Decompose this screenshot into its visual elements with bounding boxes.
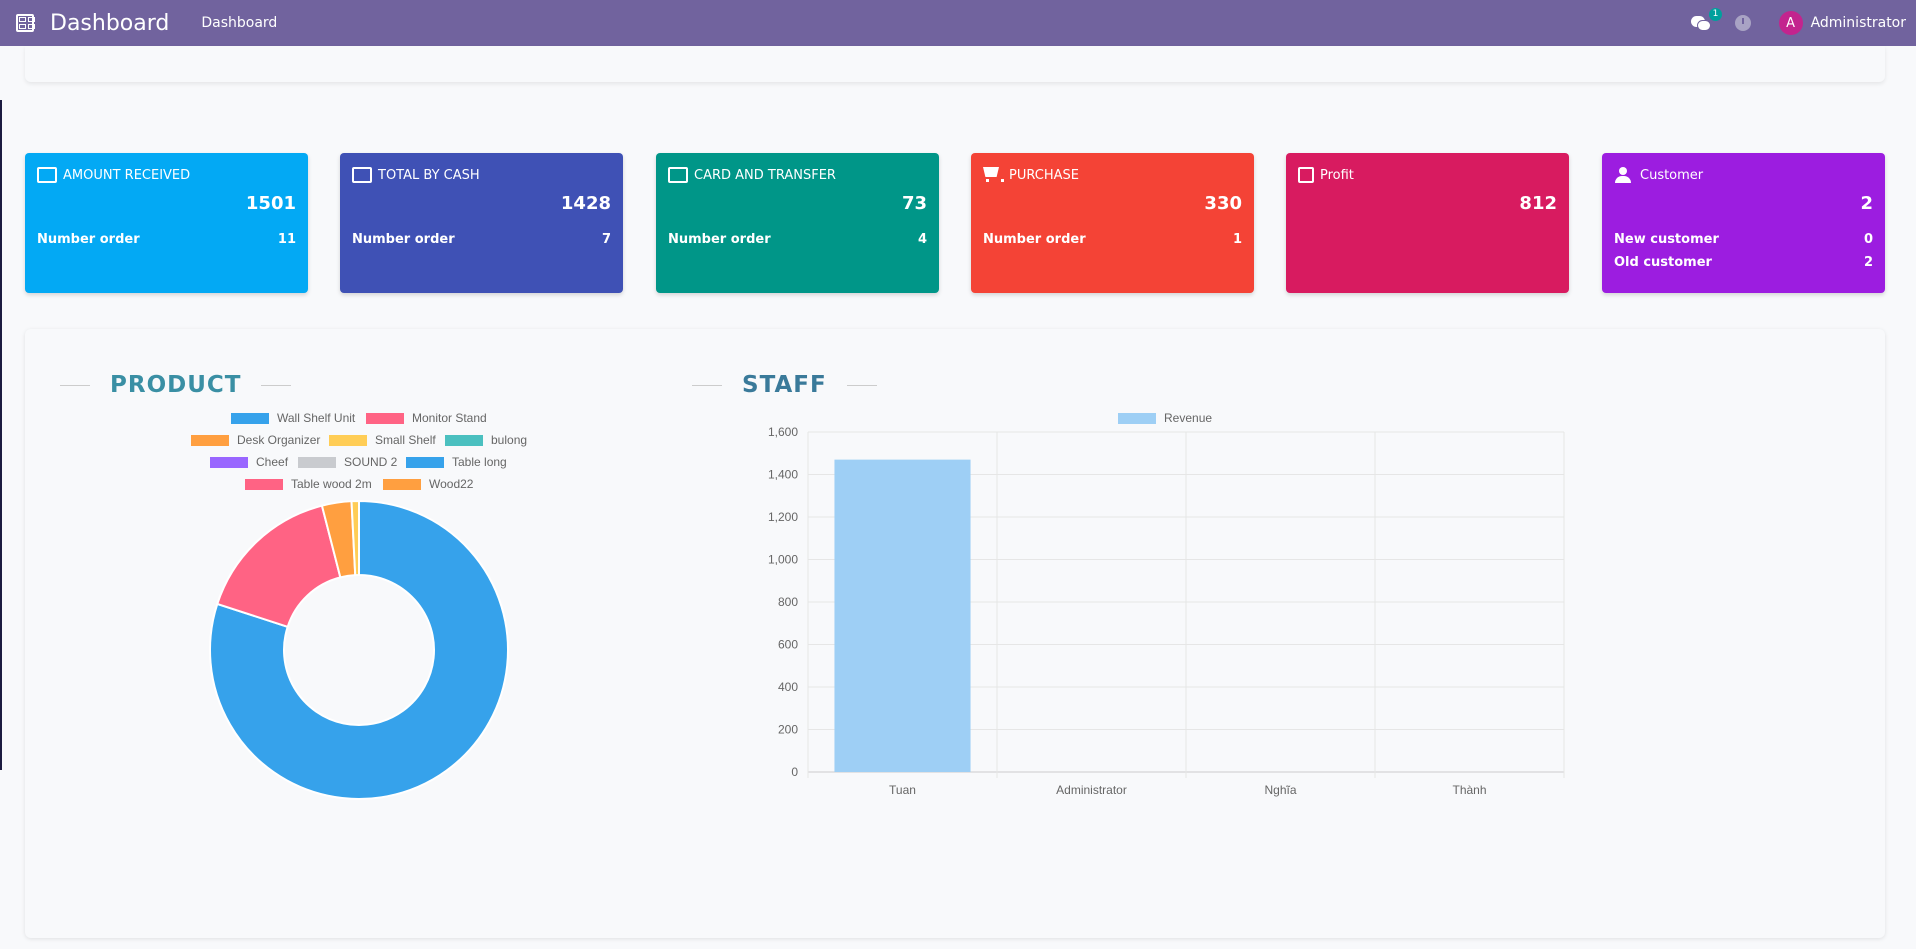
product-doughnut-chart [209,499,509,800]
row-label: Old customer [1614,255,1712,270]
card-value: 330 [1204,193,1242,214]
card-row: Number order 4 [668,232,927,247]
card-value: 1501 [245,193,296,214]
doughnut-slice[interactable] [209,499,509,800]
card-row: Old customer 2 [1614,255,1873,270]
y-tick-label: 800 [778,595,798,609]
y-tick-label: 1,600 [768,425,798,439]
row-value: 11 [277,232,296,247]
y-tick-label: 1,200 [768,510,798,524]
bar[interactable] [834,459,971,772]
row-label: Number order [37,232,140,247]
card-value: 1428 [560,193,611,214]
y-tick-label: 1,400 [768,468,798,482]
row-value: 7 [601,232,611,247]
legend-item[interactable]: Table long [406,455,507,469]
row-label: Number order [983,232,1086,247]
card-card-and-transfer: CARD AND TRANSFER 73 Number order 4 [656,153,939,293]
chat-badge: 1 [1708,8,1723,21]
card-title: AMOUNT RECEIVED [63,167,191,183]
y-tick-label: 600 [778,638,798,652]
doughnut-slice[interactable] [350,499,360,577]
row-label: New customer [1614,232,1719,247]
card-profit: Profit 812 [1286,153,1569,293]
credit-card-icon [668,167,688,183]
top-navbar: Dashboard Dashboard 1 A Administrator [0,0,1916,46]
money-icon [37,167,57,183]
card-amount-received: AMOUNT RECEIVED 1501 Number order 11 [25,153,308,293]
apps-menu-icon[interactable] [16,14,35,32]
card-value: 2 [1860,193,1873,214]
legend-item[interactable]: Wood22 [383,477,473,491]
row-value: 0 [1863,232,1873,247]
card-value: 73 [901,193,927,214]
x-tick-label: Nghĩa [1264,783,1296,797]
top-panel [25,46,1885,82]
avatar[interactable]: A [1778,11,1803,35]
card-row: Number order 7 [352,232,611,247]
y-tick-label: 200 [778,723,798,737]
menu-dashboard[interactable]: Dashboard [201,15,278,31]
cash-icon [352,167,372,183]
legend-item[interactable]: Cheef [210,455,288,469]
navbar-right: 1 A Administrator [1690,0,1906,46]
app-title: Dashboard [50,10,170,36]
x-tick-label: Thành [1452,783,1486,797]
doughnut-slice[interactable] [216,504,342,629]
staff-section-title: STAFF [692,372,877,398]
card-title: Profit [1320,167,1354,183]
card-purchase: PURCHASE 330 Number order 1 [971,153,1254,293]
legend-item[interactable]: Revenue [1118,411,1212,425]
y-tick-label: 1,000 [768,553,798,567]
user-menu[interactable]: Administrator [1810,15,1906,31]
card-title: TOTAL BY CASH [378,167,480,183]
chat-icon[interactable]: 1 [1690,8,1723,32]
legend-item[interactable]: Table wood 2m [245,477,372,491]
card-title: PURCHASE [1009,167,1079,183]
row-label: Number order [668,232,771,247]
card-row: Number order 11 [37,232,296,247]
card-title: Customer [1640,167,1704,183]
legend-item[interactable]: Monitor Stand [366,411,487,425]
legend-item[interactable]: SOUND 2 [298,455,397,469]
left-edge [0,100,2,770]
row-value: 2 [1863,255,1873,270]
user-icon [1614,167,1634,183]
legend-item[interactable]: Wall Shelf Unit [231,411,355,425]
cart-icon [983,167,1004,183]
card-row: New customer 0 [1614,232,1873,247]
card-value: 812 [1519,193,1557,214]
row-value: 1 [1232,232,1242,247]
y-tick-label: 0 [791,765,798,779]
product-section-title: PRODUCT [60,372,292,398]
legend-item[interactable]: Small Shelf [329,433,436,447]
card-row: Number order 1 [983,232,1242,247]
row-value: 4 [917,232,927,247]
row-label: Number order [352,232,455,247]
card-customer: Customer 2 New customer 0 Old customer 2 [1602,153,1885,293]
bar-chart-icon [1298,167,1314,183]
card-total-by-cash: TOTAL BY CASH 1428 Number order 7 [340,153,623,293]
legend-item[interactable]: bulong [445,433,527,447]
x-tick-label: Administrator [1056,783,1127,797]
clock-icon[interactable] [1734,15,1751,31]
staff-bar-chart: 0 200 400 600 800 1,000 1,200 1,400 1,600 Tuan Adm… [768,425,1565,797]
y-tick-label: 400 [778,680,798,694]
x-tick-label: Tuan [889,783,916,797]
legend-item[interactable]: Desk Organizer [191,433,320,447]
card-title: CARD AND TRANSFER [694,167,836,183]
